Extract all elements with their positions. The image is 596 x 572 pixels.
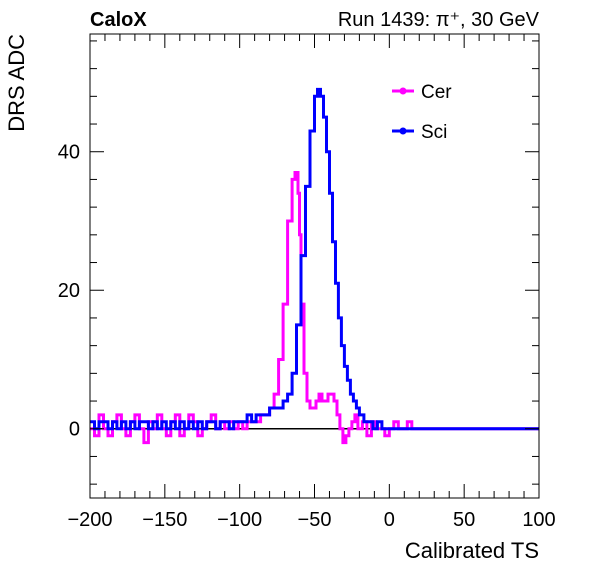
legend-label-cer: Cer xyxy=(421,82,452,103)
header-right-label: Run 1439: π⁺, 30 GeV xyxy=(338,9,540,31)
x-tick-label: −200 xyxy=(67,509,112,531)
x-tick-label: −100 xyxy=(217,509,262,531)
y-tick-label: 40 xyxy=(58,142,80,164)
y-axis-label: DRS ADC xyxy=(4,34,29,132)
x-axis-label: Calibrated TS xyxy=(405,538,539,563)
data-layer xyxy=(90,87,539,445)
legend-marker-sci xyxy=(399,127,407,135)
y-tick-label: 0 xyxy=(69,419,80,441)
series-line-sci xyxy=(90,87,539,431)
x-tick-label: 100 xyxy=(522,509,555,531)
header-left-label: CaloX xyxy=(90,9,147,31)
y-tick-label: 20 xyxy=(58,280,80,302)
x-tick-label: 50 xyxy=(453,509,475,531)
ticks-layer: −200 −150 −100 −50 0 50 100 0 20 40 xyxy=(58,34,556,531)
legend-label-sci: Sci xyxy=(421,122,447,143)
legend-marker-cer xyxy=(399,87,407,95)
legend: Cer Sci xyxy=(392,82,452,143)
x-tick-label: −150 xyxy=(142,509,187,531)
x-tick-label: −50 xyxy=(298,509,332,531)
x-tick-label: 0 xyxy=(384,509,395,531)
